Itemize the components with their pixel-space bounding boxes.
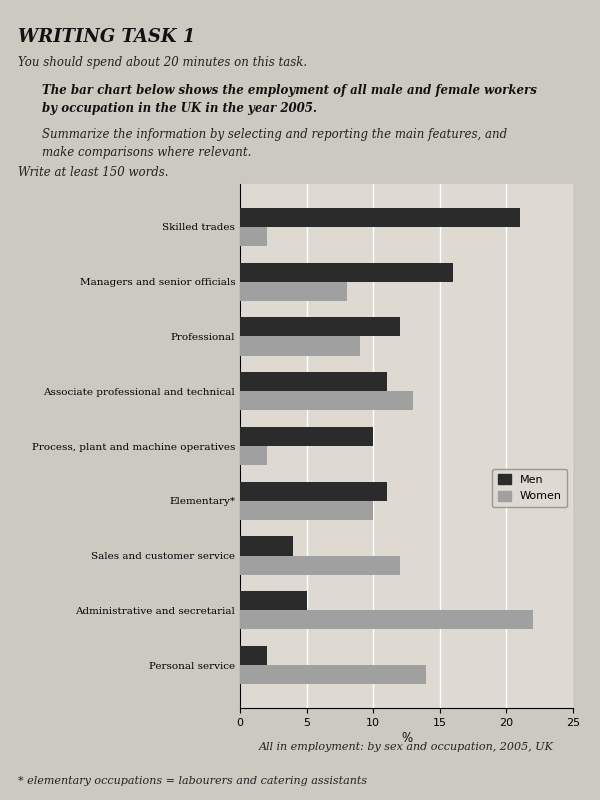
Text: All in employment: by sex and occupation, 2005, UK: All in employment: by sex and occupation… (259, 742, 554, 752)
Bar (240, 501, 373, 520)
Bar (240, 282, 347, 301)
Bar (240, 262, 453, 282)
Bar (240, 610, 533, 630)
Bar (240, 337, 360, 356)
Bar (240, 318, 400, 337)
Bar (240, 427, 373, 446)
Bar (240, 665, 427, 684)
Bar (240, 372, 386, 391)
Bar (240, 646, 266, 665)
Text: Write at least 150 words.: Write at least 150 words. (18, 166, 169, 179)
Text: * elementary occupations = labourers and catering assistants: * elementary occupations = labourers and… (18, 776, 367, 786)
Bar (240, 208, 520, 227)
Text: You should spend about 20 minutes on this task.: You should spend about 20 minutes on thi… (18, 56, 307, 69)
Text: make comparisons where relevant.: make comparisons where relevant. (42, 146, 251, 158)
Bar (240, 591, 307, 610)
Bar (240, 536, 293, 555)
X-axis label: %: % (401, 732, 412, 745)
Bar (240, 446, 266, 465)
Text: by occupation in the UK in the year 2005.: by occupation in the UK in the year 2005… (42, 102, 317, 115)
Legend: Men, Women: Men, Women (492, 469, 568, 507)
Text: Summarize the information by selecting and reporting the main features, and: Summarize the information by selecting a… (42, 128, 507, 141)
Bar (240, 227, 266, 246)
Bar (240, 482, 386, 501)
Text: WRITING TASK 1: WRITING TASK 1 (18, 28, 195, 46)
Bar (240, 391, 413, 410)
Bar (240, 555, 400, 574)
Text: The bar chart below shows the employment of all male and female workers: The bar chart below shows the employment… (42, 84, 537, 97)
